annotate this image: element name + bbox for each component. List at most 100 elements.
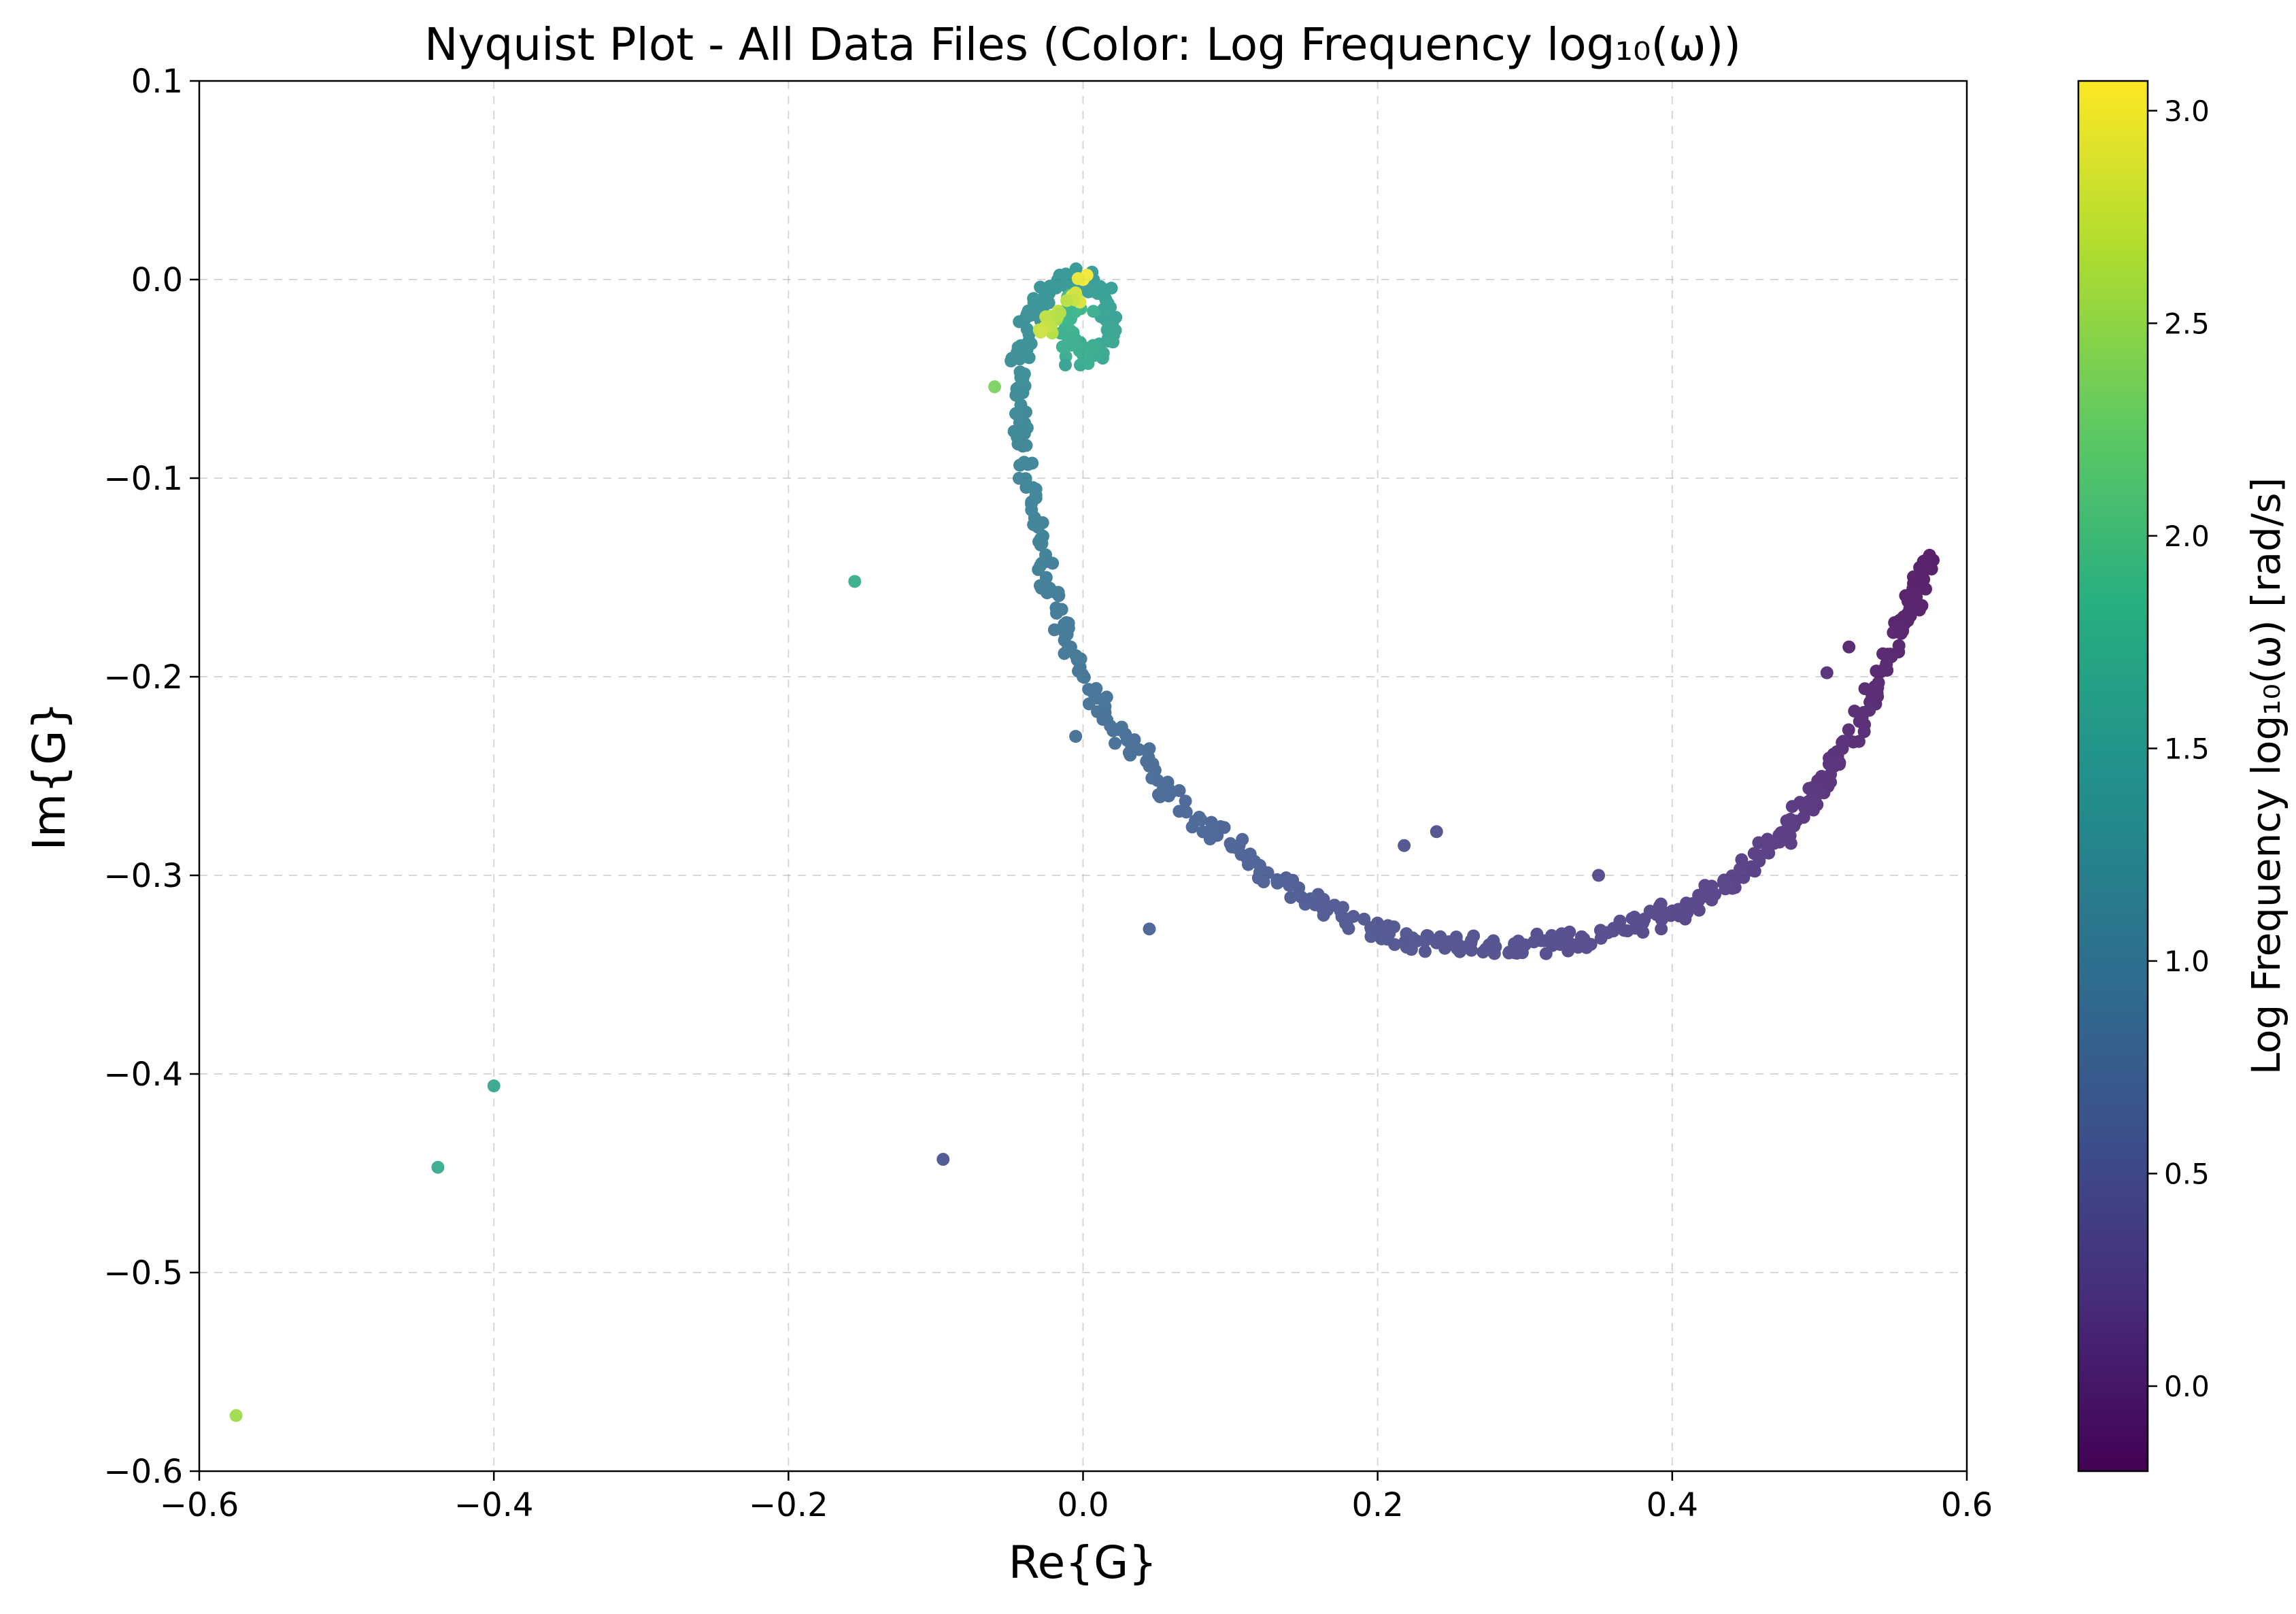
y-axis-ticks: −0.6 −0.5 −0.4 −0.3 −0.2 −0.1 0.0 0.1 bbox=[103, 63, 199, 1491]
scatter-point bbox=[1717, 873, 1731, 887]
scatter-point bbox=[1049, 601, 1063, 615]
colorbar-ticks: 0.0 0.5 1.0 1.5 2.0 2.5 3.0 bbox=[2148, 95, 2210, 1403]
scatter-point bbox=[1143, 742, 1156, 756]
chart-title: Nyquist Plot - All Data Files (Color: Lo… bbox=[424, 18, 1741, 71]
scatter-point bbox=[1833, 758, 1846, 771]
scatter-point bbox=[1572, 941, 1585, 954]
scatter-point bbox=[1479, 943, 1492, 956]
colorbar-tick-label: 1.5 bbox=[2164, 732, 2210, 765]
scatter-point bbox=[1205, 823, 1219, 837]
scatter-point bbox=[1698, 879, 1712, 892]
scatter-point bbox=[1039, 310, 1053, 324]
scatter-point bbox=[1020, 322, 1034, 336]
colorbar-tick-label: 0.5 bbox=[2164, 1157, 2210, 1190]
scatter-point bbox=[1009, 407, 1023, 420]
scatter-point bbox=[1039, 571, 1053, 584]
scatter-point bbox=[1785, 816, 1798, 830]
scatter-point bbox=[1617, 924, 1631, 937]
scatter-point bbox=[1059, 358, 1073, 372]
colorbar-tick-label: 1.0 bbox=[2164, 945, 2210, 978]
y-tick-label: −0.6 bbox=[103, 1453, 183, 1491]
x-axis-label: Re{G} bbox=[1009, 1536, 1158, 1589]
y-tick-label: −0.5 bbox=[103, 1254, 183, 1292]
x-tick-label: 0.2 bbox=[1351, 1486, 1403, 1524]
scatter-point bbox=[1785, 800, 1799, 813]
scatter-point bbox=[1539, 947, 1553, 960]
scatter-point bbox=[431, 1160, 445, 1174]
scatter-point bbox=[1820, 666, 1834, 679]
scatter-point bbox=[1104, 282, 1118, 295]
scatter-point bbox=[1179, 794, 1192, 808]
y-tick-label: −0.1 bbox=[103, 460, 183, 498]
x-tick-label: −0.2 bbox=[749, 1486, 828, 1524]
x-tick-label: −0.6 bbox=[160, 1486, 239, 1524]
scatter-point bbox=[1071, 272, 1085, 286]
scatter-point bbox=[1374, 932, 1388, 945]
scatter-point bbox=[1338, 914, 1352, 928]
scatter-point bbox=[1449, 930, 1463, 944]
scatter-point bbox=[1836, 735, 1850, 748]
scatter-point bbox=[1853, 715, 1866, 728]
scatter-point bbox=[1904, 590, 1918, 603]
scatter-point bbox=[1069, 262, 1083, 275]
scatter-point bbox=[1467, 929, 1481, 943]
scatter-point bbox=[1111, 723, 1124, 737]
scatter-point bbox=[1013, 458, 1027, 472]
y-tick-label: 0.1 bbox=[131, 63, 183, 101]
scatter-point bbox=[1047, 623, 1061, 637]
scatter-point bbox=[1060, 294, 1074, 307]
scatter-point bbox=[1041, 287, 1055, 301]
scatter-point bbox=[1098, 306, 1111, 320]
scatter-point bbox=[1069, 730, 1083, 743]
scatter-point bbox=[229, 1409, 243, 1422]
scatter-point bbox=[1087, 305, 1100, 318]
scatter-point bbox=[1857, 725, 1871, 739]
scatter-point bbox=[1842, 640, 1856, 654]
x-tick-label: 0.4 bbox=[1647, 1486, 1698, 1524]
scatter-point bbox=[1655, 922, 1668, 936]
scatter-point bbox=[1014, 339, 1028, 352]
y-tick-label: −0.3 bbox=[103, 857, 183, 895]
scatter-point bbox=[988, 380, 1002, 394]
scatter-point bbox=[1913, 560, 1927, 574]
scatter-point bbox=[1512, 935, 1525, 948]
colorbar-tick-label: 2.5 bbox=[2164, 307, 2210, 340]
scatter-point bbox=[1876, 647, 1890, 660]
scatter-point bbox=[1284, 891, 1298, 905]
y-tick-label: −0.4 bbox=[103, 1056, 183, 1094]
colorbar bbox=[2077, 80, 2149, 1473]
scatter-point bbox=[1822, 757, 1836, 771]
scatter-point bbox=[1143, 922, 1156, 936]
colorbar-tick-label: 0.0 bbox=[2164, 1370, 2210, 1403]
scatter-point bbox=[1027, 296, 1041, 309]
data-points bbox=[229, 262, 1940, 1422]
x-tick-label: −0.4 bbox=[454, 1486, 534, 1524]
scatter-point bbox=[1887, 626, 1900, 639]
scatter-point bbox=[1013, 365, 1027, 379]
scatter-point bbox=[1418, 934, 1432, 947]
scatter-point bbox=[1046, 585, 1060, 599]
x-tick-label: 0.6 bbox=[1941, 1486, 1993, 1524]
scatter-point bbox=[1430, 825, 1443, 839]
scatter-point bbox=[1430, 936, 1443, 949]
scatter-point bbox=[1270, 874, 1284, 888]
scatter-point bbox=[1179, 805, 1193, 819]
x-axis-ticks: −0.6 −0.4 −0.2 0.0 0.2 0.4 0.6 bbox=[160, 1471, 1993, 1524]
colorbar-tick-label: 3.0 bbox=[2164, 95, 2210, 128]
scatter-point bbox=[848, 575, 862, 588]
scatter-point bbox=[1082, 683, 1096, 696]
scatter-point bbox=[1502, 946, 1516, 960]
scatter-point bbox=[1592, 869, 1606, 882]
scatter-point bbox=[1797, 811, 1810, 824]
scatter-point bbox=[1109, 737, 1122, 750]
y-tick-label: −0.2 bbox=[103, 658, 183, 696]
scatter-point bbox=[1906, 570, 1920, 584]
scatter-point bbox=[1309, 898, 1322, 911]
scatter-point bbox=[1034, 559, 1047, 573]
scatter-point bbox=[487, 1079, 501, 1093]
scatter-point bbox=[1120, 733, 1134, 747]
scatter-point bbox=[1357, 912, 1371, 926]
scatter-point bbox=[1625, 911, 1639, 925]
x-tick-label: 0.0 bbox=[1057, 1486, 1109, 1524]
